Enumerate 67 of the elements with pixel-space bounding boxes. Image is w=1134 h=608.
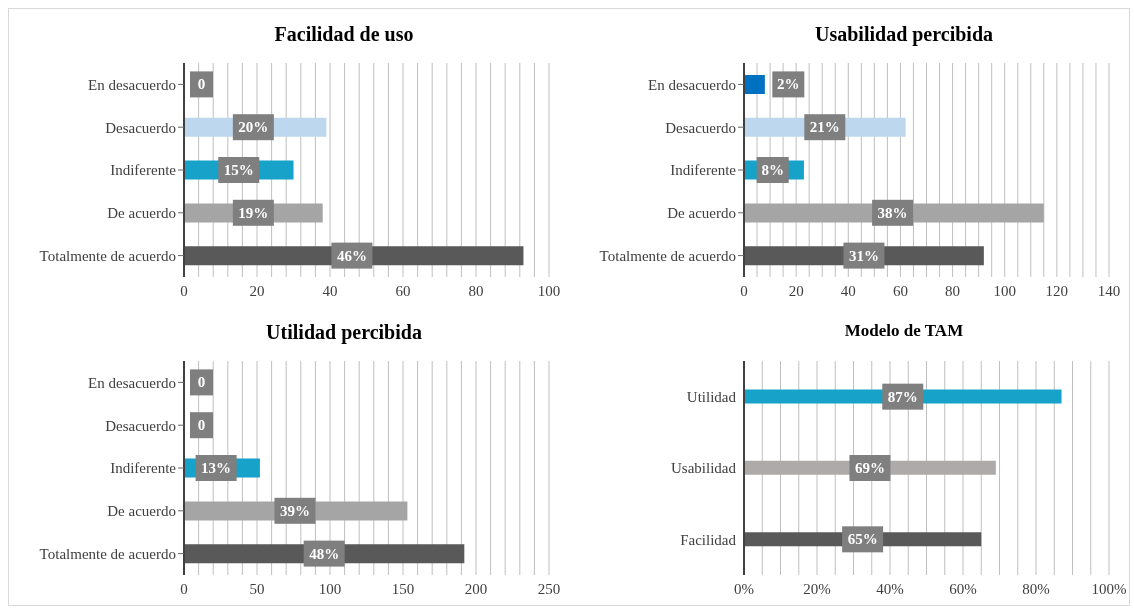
x-tick-label: 120 [1045, 282, 1069, 299]
y-tick-label: Usabilidad [671, 460, 737, 477]
annotation: 20% [238, 119, 269, 136]
x-tick-label: 0% [734, 580, 754, 597]
data-label: 65% [847, 531, 878, 548]
x-tick-label: 60 [395, 282, 411, 299]
x-tick-label: 140 [1097, 282, 1121, 299]
y-tick-label: Totalmente de acuerdo [599, 247, 736, 264]
y-tick-label: Desacuerdo [105, 417, 176, 434]
annotation: 0 [197, 417, 206, 434]
x-tick-label: 20 [788, 282, 804, 299]
y-tick-label: De acuerdo [667, 205, 736, 222]
x-tick-label: 60% [949, 580, 977, 597]
x-tick-label: 0 [740, 282, 748, 299]
x-tick-label: 20% [803, 580, 831, 597]
annotation: 8% [761, 162, 784, 178]
y-tick-label: Indiferente [670, 162, 737, 179]
annotation: 2% [777, 76, 800, 93]
x-tick-label: 50 [249, 580, 265, 597]
data-label: 69% [854, 460, 885, 476]
annotation: 0 [197, 76, 206, 93]
y-tick-label: En desacuerdo [88, 374, 176, 391]
x-tick-label: 40 [322, 282, 338, 299]
x-tick-label: 100% [1091, 580, 1127, 597]
annotation: 0 [197, 374, 206, 391]
annotation: 15% [223, 162, 254, 178]
x-tick-label: 250 [537, 580, 561, 597]
y-tick-label: En desacuerdo [88, 76, 176, 93]
x-tick-label: 80 [468, 282, 484, 299]
x-tick-label: 80% [1022, 580, 1050, 597]
data-label: 87% [887, 388, 918, 405]
y-tick-label: Totalmente de acuerdo [39, 247, 176, 264]
y-tick-label: En desacuerdo [648, 76, 736, 93]
y-tick-label: Desacuerdo [105, 119, 176, 136]
x-tick-label: 80 [945, 282, 961, 299]
y-tick-label: De acuerdo [107, 503, 176, 520]
x-tick-label: 20 [249, 282, 265, 299]
annotation: 19% [238, 204, 269, 221]
x-tick-label: 40 [840, 282, 856, 299]
annotation: 38% [877, 204, 908, 221]
chart-title: Facilidad de uso [273, 22, 415, 47]
chart-title: Usabilidad percibida [814, 22, 994, 48]
x-tick-label: 60 [892, 282, 908, 299]
annotation: 13% [201, 460, 232, 476]
x-tick-label: 0 [180, 282, 188, 299]
y-tick-label: Totalmente de acuerdo [39, 545, 176, 562]
x-tick-label: 200 [464, 580, 488, 597]
annotation: 31% [848, 247, 879, 264]
x-tick-label: 100 [537, 282, 561, 299]
annotation: 39% [279, 502, 310, 519]
y-tick-label: Utilidad [686, 388, 737, 405]
y-tick-label: Facilidad [680, 531, 737, 548]
annotation: 48% [309, 545, 340, 562]
bar [744, 74, 765, 94]
chart-title: Utilidad percibida [265, 320, 423, 346]
y-tick-label: De acuerdo [107, 205, 176, 222]
x-tick-label: 40% [876, 580, 904, 597]
x-tick-label: 0 [180, 580, 188, 597]
y-tick-label: Indiferente [110, 162, 177, 179]
x-tick-label: 100 [993, 282, 1016, 299]
y-tick-label: Desacuerdo [665, 119, 736, 136]
annotation: 46% [336, 247, 367, 264]
x-tick-label: 100 [318, 580, 342, 597]
chart-title: Modelo de TAM [843, 320, 965, 342]
x-tick-label: 150 [391, 580, 415, 597]
annotation: 21% [809, 119, 840, 136]
y-tick-label: Indiferente [110, 460, 177, 477]
